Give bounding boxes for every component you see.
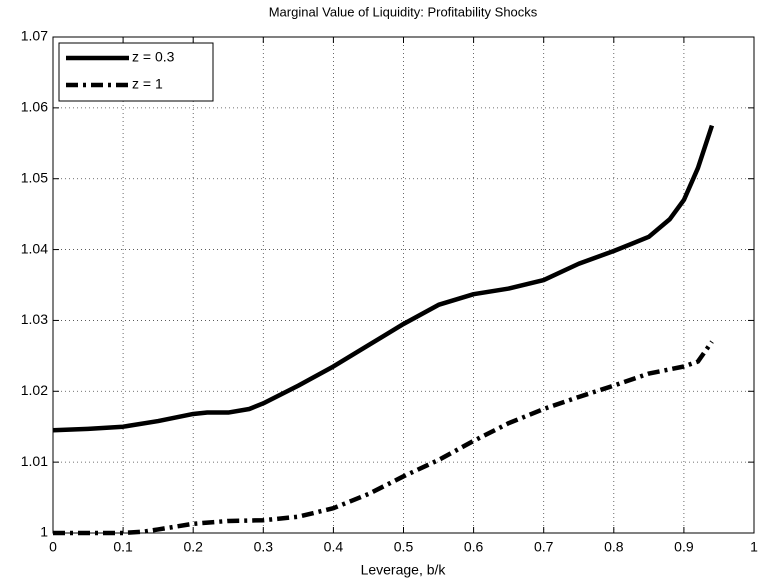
x-tick-label: 0.6 bbox=[464, 539, 484, 555]
plot-frame bbox=[52, 36, 755, 534]
data-line bbox=[53, 340, 714, 536]
x-tick-label: 0.7 bbox=[534, 539, 554, 555]
y-tick-label: 1.02 bbox=[21, 382, 48, 398]
x-tick-label: 0.2 bbox=[183, 539, 203, 555]
y-tick-label: 1.03 bbox=[21, 311, 48, 327]
x-tick-label: 0.8 bbox=[604, 539, 624, 555]
legend-label: z = 0.3 bbox=[132, 49, 175, 65]
y-tick-label: 1.04 bbox=[21, 240, 48, 256]
x-axis-label: Leverage, b/k bbox=[361, 562, 447, 578]
x-tick-label: 0 bbox=[49, 539, 57, 555]
chart-title: Marginal Value of Liquidity: Profitabili… bbox=[269, 4, 538, 19]
y-tick-label: 1.01 bbox=[21, 453, 48, 469]
x-tick-label: 1 bbox=[750, 539, 758, 555]
legend-box bbox=[58, 42, 214, 102]
x-tick-label: 0.3 bbox=[254, 539, 274, 555]
x-tick-label: 0.9 bbox=[674, 539, 694, 555]
y-tick-label: 1.07 bbox=[21, 28, 48, 44]
x-tick-label: 0.4 bbox=[324, 539, 344, 555]
y-tick-label: 1.05 bbox=[21, 169, 48, 185]
x-tick-label: 0.1 bbox=[113, 539, 133, 555]
legend-label: z = 1 bbox=[132, 76, 163, 92]
y-tick-label: 1.06 bbox=[21, 99, 48, 115]
y-tick-label: 1 bbox=[40, 524, 48, 540]
data-line bbox=[52, 124, 715, 433]
x-tick-label: 0.5 bbox=[394, 539, 414, 555]
